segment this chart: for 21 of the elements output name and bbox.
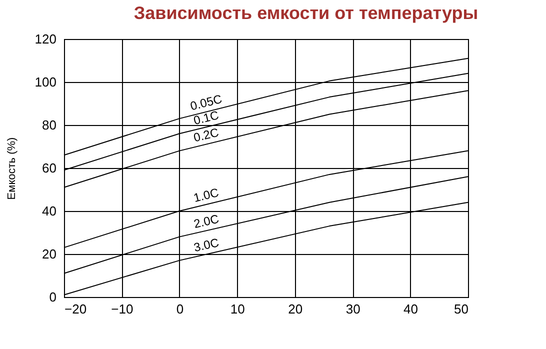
text: 1.0C <box>192 185 220 206</box>
x-tick-label: 20 <box>288 302 303 316</box>
text: 2.0C <box>192 212 221 232</box>
x-tick-label: 40 <box>404 302 418 316</box>
text: 0.2C <box>192 125 220 145</box>
y-tick-label: 0 <box>49 290 56 304</box>
chart-title: Зависимость емкости от температуры <box>134 3 478 23</box>
x-tick-label: 0 <box>176 302 184 316</box>
y-tick-label: 100 <box>34 74 56 90</box>
x-tick-label: −20 <box>64 302 87 316</box>
y-tick-label: 120 <box>34 32 56 46</box>
y-axis-title: Емкость (%) <box>6 137 18 200</box>
x-tick-label: 10 <box>230 302 245 316</box>
x-tick-label: 30 <box>346 302 360 316</box>
y-tick-label: 40 <box>42 204 56 218</box>
x-tick-label: 50 <box>454 302 468 316</box>
text: 3.0C <box>192 235 221 255</box>
y-tick-label: 60 <box>42 160 56 176</box>
x-tick-label: −10 <box>111 302 134 316</box>
y-tick-label: 20 <box>42 246 56 262</box>
y-tick-label: 80 <box>42 118 56 132</box>
